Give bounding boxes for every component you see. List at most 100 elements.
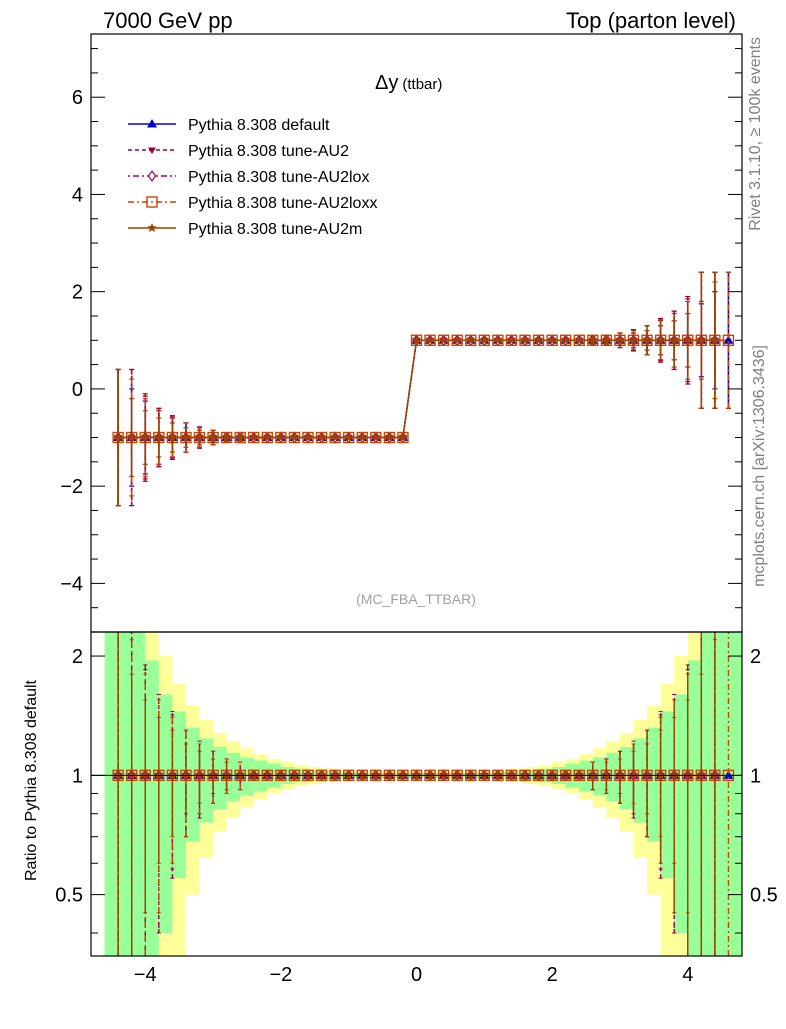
green-band-28 [606, 752, 620, 802]
marker-4-31 [533, 335, 544, 345]
green-band-8 [213, 746, 227, 810]
green-band-30 [633, 738, 648, 823]
marker-4-15 [316, 432, 327, 442]
main-ytick-label-1: −2 [60, 476, 83, 498]
marker-4-37 [615, 335, 625, 345]
marker-4-6 [194, 432, 205, 442]
legend-label-3: Pythia 8.308 tune-AU2loxx [188, 195, 377, 212]
green-band-31 [647, 727, 661, 842]
marker-4-11 [262, 432, 273, 442]
marker-4-38 [628, 335, 639, 345]
ratio-xtick-label-0: −4 [134, 964, 157, 986]
legend-label-1: Pythia 8.308 tune-AU2 [188, 143, 349, 160]
marker-4-17 [343, 432, 354, 442]
marker-4-27 [479, 335, 490, 345]
marker-4-9 [235, 432, 245, 442]
legend-marker-2 [147, 169, 157, 183]
green-band-33 [674, 694, 688, 934]
marker-4-18 [357, 432, 368, 442]
series-line-2 [118, 339, 715, 439]
green-band-5 [172, 711, 186, 879]
marker-4-23 [425, 335, 435, 345]
green-band-6 [185, 727, 200, 842]
legend-entry-2: Pythia 8.308 tune-AU2lox [128, 169, 369, 186]
marker-3-45 [722, 334, 735, 346]
green-band-3 [145, 660, 159, 956]
legend-marker-3 [146, 196, 158, 208]
legend-label-0: Pythia 8.308 default [188, 117, 330, 134]
series-4 [113, 271, 720, 507]
marker-4-12 [276, 432, 286, 442]
ratio-xtick-label-3: 2 [547, 964, 558, 986]
series-3 [112, 271, 735, 507]
green-band-35 [701, 632, 715, 956]
green-band-10 [240, 757, 254, 796]
ratio-marker-0-45 [723, 770, 734, 779]
main-ytick-label-3: 2 [72, 282, 83, 304]
marker-4-20 [384, 432, 395, 442]
main-plot [112, 271, 735, 507]
marker-4-19 [371, 432, 381, 442]
green-band-2 [131, 632, 146, 956]
series-line-4 [118, 339, 715, 439]
main-ytick-label-0: −4 [60, 573, 83, 595]
green-band-11 [253, 760, 268, 792]
marker-4-33 [560, 335, 571, 345]
marker-4-7 [208, 432, 218, 442]
marker-4-29 [506, 335, 517, 345]
ratio-plot [91, 631, 742, 957]
series-0 [113, 271, 734, 507]
green-band-32 [660, 711, 675, 879]
marker-4-10 [248, 432, 259, 442]
marker-4-30 [520, 335, 530, 345]
ratio-xtick-label-2: 0 [411, 964, 422, 986]
legend-marker-0 [147, 119, 157, 128]
main-ytick-label-4: 4 [72, 184, 83, 206]
legend-label-4: Pythia 8.308 tune-AU2m [188, 221, 362, 238]
green-band-0 [104, 632, 119, 956]
marker-4-34 [574, 335, 585, 345]
marker-4-24 [438, 335, 449, 345]
marker-4-40 [655, 335, 666, 345]
ratio-xtick-label-1: −2 [269, 964, 292, 986]
green-band-36 [714, 632, 729, 956]
marker-4-26 [465, 335, 476, 345]
marker-4-0 [113, 432, 123, 442]
watermark: (MC_FBA_TTBAR) [356, 591, 476, 607]
ratio-ylabel: Ratio to Pythia 8.308 default [23, 679, 40, 881]
axes: −4 −2 0 2 4 6 −4 −2 0 2 4 0.5 0.5 1 1 2 2 [55, 33, 778, 986]
ratio-ytick-label-right-2: 2 [750, 646, 761, 668]
legend-entry-1: Pythia 8.308 tune-AU2 [128, 143, 349, 160]
series-2 [113, 271, 720, 507]
ratio-ytick-label-right-1: 1 [750, 765, 761, 787]
plot-title-suffix: (ttbar) [402, 76, 442, 93]
green-band-34 [687, 660, 702, 956]
marker-4-13 [289, 432, 300, 442]
marker-4-14 [303, 432, 313, 442]
plot-title: Δy (ttbar) [375, 72, 442, 94]
marker-4-2 [140, 432, 151, 442]
marker-0-45 [723, 335, 734, 344]
green-band-1 [118, 632, 132, 956]
marker-4-16 [330, 432, 340, 442]
marker-4-25 [452, 335, 462, 345]
legend-entry-3: Pythia 8.308 tune-AU2loxx [128, 195, 377, 212]
marker-4-44 [710, 335, 720, 345]
series-line-0 [118, 339, 729, 439]
green-band-4 [158, 694, 173, 934]
legend-marker-4 [147, 223, 157, 233]
marker-4-22 [411, 335, 422, 345]
marker-4-39 [642, 335, 652, 345]
series-1 [114, 271, 719, 507]
marker-4-36 [601, 335, 612, 345]
legend-label-2: Pythia 8.308 tune-AU2lox [188, 169, 369, 186]
rivet-label: Rivet 3.1.10, ≥ 100k events [747, 37, 764, 231]
legend-marker-1 [148, 147, 156, 154]
marker-4-4 [167, 432, 178, 442]
ratio-ytick-label-left-1: 1 [72, 765, 83, 787]
series-line-1 [118, 339, 715, 439]
ratio-ytick-label-left-0: 0.5 [55, 885, 83, 907]
legend-entry-0: Pythia 8.308 default [128, 117, 330, 134]
main-ytick-label-2: 0 [72, 379, 83, 401]
